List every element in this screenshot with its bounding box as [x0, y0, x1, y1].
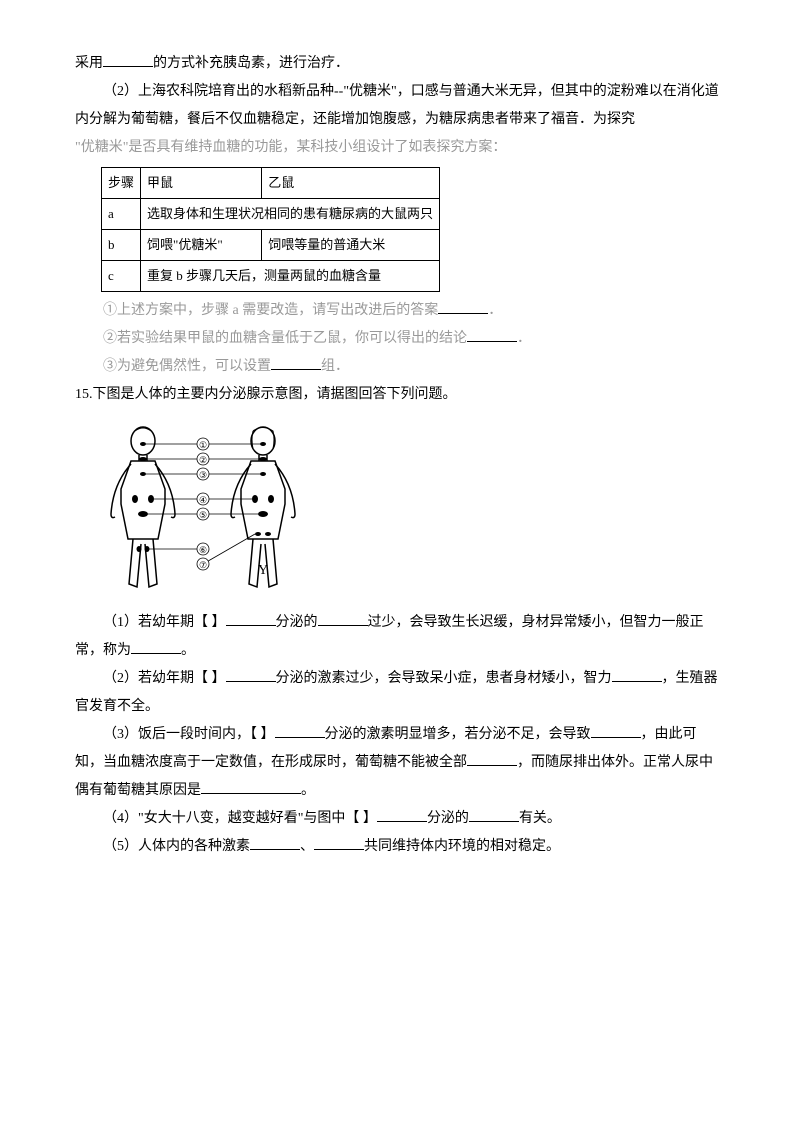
blank: [438, 300, 488, 314]
table-row: c 重复 b 步骤几天后，测量两鼠的血糖含量: [102, 261, 440, 292]
blank: [377, 808, 427, 822]
blank: [226, 612, 276, 626]
text: "优糖米"是否具有维持血糖的功能，某科技小组设计了如表探究方案：: [75, 140, 506, 155]
endocrine-diagram: ① ② ③ ④ ⑤ ⑥ ⑦ Y: [103, 419, 303, 599]
header-cell: 步骤: [102, 168, 141, 199]
cell: 选取身体和生理状况相同的患有糖尿病的大鼠两只: [141, 199, 440, 230]
cell: b: [102, 230, 141, 261]
text: 。: [301, 783, 315, 798]
text: 共同维持体内环境的相对稳定。: [364, 839, 560, 854]
label-1: ①: [199, 440, 207, 450]
text: （4）"女大十八变，越变越好看"与图中【 】: [103, 811, 377, 826]
text: ．: [488, 303, 502, 318]
text: （3）饭后一段时间内，【 】: [103, 727, 275, 742]
label-5: ⑤: [199, 510, 207, 520]
q15-p2: （2）若幼年期【 】分泌的激素过少，会导致呆小症，患者身材矮小，智力，生殖器官发…: [75, 665, 719, 721]
header-cell: 乙鼠: [262, 168, 440, 199]
text: 15.下图是人体的主要内分泌腺示意图，请据图回答下列问题。: [75, 387, 457, 402]
male-body: [111, 427, 175, 587]
q15-p1: （1）若幼年期【 】分泌的过少，会导致生长迟缓，身材异常矮小，但智力一般正常，称…: [75, 609, 719, 665]
blank: [467, 328, 517, 342]
q15-p5: （5）人体内的各种激素 、 共同维持体内环境的相对稳定。: [75, 833, 719, 861]
female-symbol: Y: [258, 563, 268, 578]
blank: [201, 780, 301, 794]
body-diagram-svg: ① ② ③ ④ ⑤ ⑥ ⑦ Y: [103, 419, 303, 599]
blank: [275, 724, 325, 738]
table-header-row: 步骤 甲鼠 乙鼠: [102, 168, 440, 199]
text: ①上述方案中，步骤 a 需要改造，请写出改进后的答案: [103, 303, 438, 318]
q14-sub1: ①上述方案中，步骤 a 需要改造，请写出改进后的答案 ．: [75, 297, 719, 325]
text: ．: [517, 331, 531, 346]
cell: 饲喂等量的普通大米: [262, 230, 440, 261]
text: （1）若幼年期【 】: [103, 615, 226, 630]
text: 分泌的激素明显增多，若分泌不足，会导致: [325, 727, 591, 742]
blank: [591, 724, 641, 738]
table-row: b 饲喂"优糖米" 饲喂等量的普通大米: [102, 230, 440, 261]
cell: c: [102, 261, 141, 292]
cell: 饲喂"优糖米": [141, 230, 262, 261]
text: 的方式补充胰岛素，进行治疗．: [153, 56, 349, 71]
blank: [612, 668, 662, 682]
q14-part2-gray: "优糖米"是否具有维持血糖的功能，某科技小组设计了如表探究方案：: [75, 134, 719, 162]
blank: [318, 612, 368, 626]
blank: [314, 836, 364, 850]
cell: a: [102, 199, 141, 230]
text: 分泌的: [427, 811, 469, 826]
q14-part2: （2）上海农科院培育出的水稻新品种--"优糖米"，口感与普通大米无异，但其中的淀…: [75, 78, 719, 134]
label-6: ⑥: [199, 545, 207, 555]
table-row: a 选取身体和生理状况相同的患有糖尿病的大鼠两只: [102, 199, 440, 230]
text: ②若实验结果甲鼠的血糖含量低于乙鼠，你可以得出的结论: [103, 331, 467, 346]
q14-sub2: ②若实验结果甲鼠的血糖含量低于乙鼠，你可以得出的结论 ．: [75, 325, 719, 353]
text: 有关。: [519, 811, 561, 826]
q14-sub3: ③为避免偶然性，可以设置 组．: [75, 353, 719, 381]
label-2: ②: [199, 455, 207, 465]
label-3: ③: [199, 470, 207, 480]
blank: [467, 752, 517, 766]
q15-p3: （3）饭后一段时间内，【 】分泌的激素明显增多，若分泌不足，会导致，由此可知，当…: [75, 721, 719, 805]
blank: [469, 808, 519, 822]
experiment-table: 步骤 甲鼠 乙鼠 a 选取身体和生理状况相同的患有糖尿病的大鼠两只 b 饲喂"优…: [101, 167, 440, 292]
text: 分泌的: [276, 615, 318, 630]
text: ③为避免偶然性，可以设置: [103, 359, 271, 374]
text: （2）上海农科院培育出的水稻新品种--"优糖米"，口感与普通大米无异，但其中的淀…: [75, 84, 719, 127]
text: 分泌的激素过少，会导致呆小症，患者身材矮小，智力: [276, 671, 612, 686]
blank: [131, 640, 181, 654]
text: 。: [181, 643, 195, 658]
q15-title: 15.下图是人体的主要内分泌腺示意图，请据图回答下列问题。: [75, 381, 719, 409]
text: 组．: [321, 359, 349, 374]
text: 、: [300, 839, 314, 854]
text: （5）人体内的各种激素: [103, 839, 250, 854]
text: （2）若幼年期【 】: [103, 671, 226, 686]
cell: 重复 b 步骤几天后，测量两鼠的血糖含量: [141, 261, 440, 292]
q14-line1: 采用 的方式补充胰岛素，进行治疗．: [75, 50, 719, 78]
label-7: ⑦: [199, 560, 207, 570]
blank: [250, 836, 300, 850]
text: 采用: [75, 56, 103, 71]
label-4: ④: [199, 495, 207, 505]
header-cell: 甲鼠: [141, 168, 262, 199]
blank: [226, 668, 276, 682]
q15-p4: （4）"女大十八变，越变越好看"与图中【 】 分泌的 有关。: [75, 805, 719, 833]
blank: [271, 356, 321, 370]
blank: [103, 53, 153, 67]
